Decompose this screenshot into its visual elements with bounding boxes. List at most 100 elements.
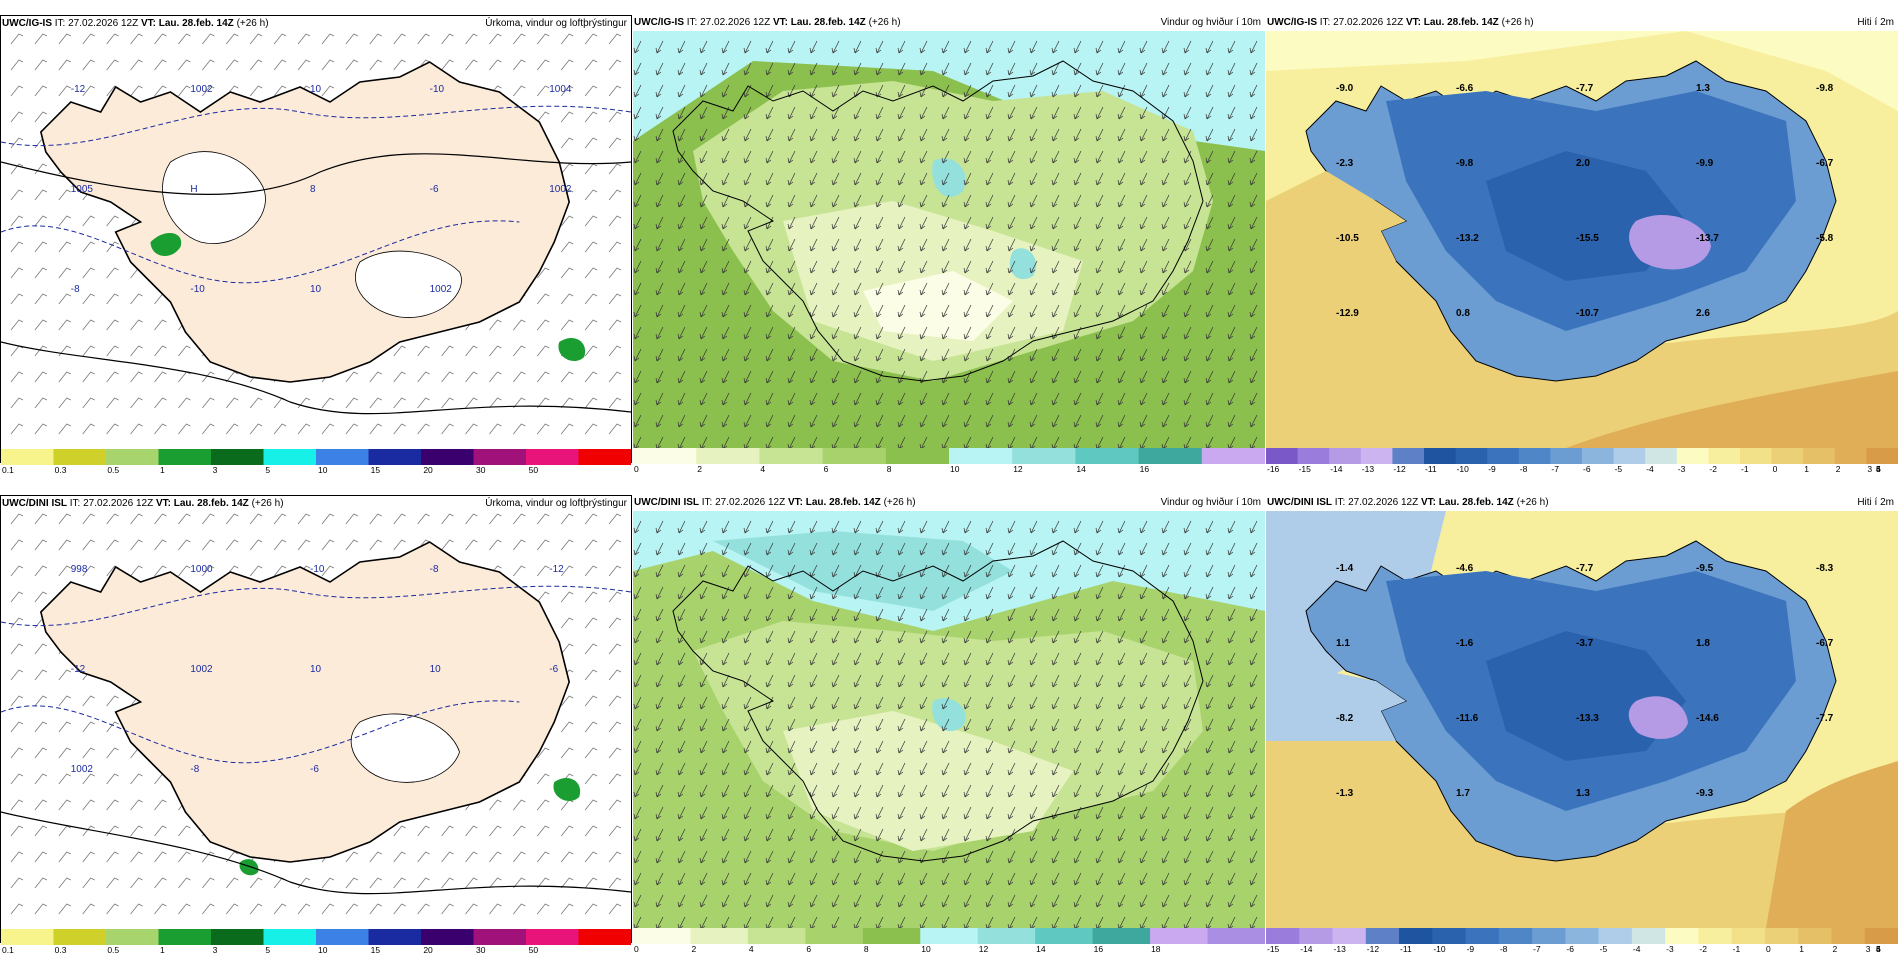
wind-arrow bbox=[655, 282, 664, 296]
wind-arrow bbox=[919, 40, 928, 54]
wind-barb bbox=[130, 319, 143, 331]
map-value-label: -8.3 bbox=[1816, 563, 1834, 574]
wind-arrow bbox=[1183, 326, 1192, 340]
wind-arrow bbox=[633, 348, 642, 362]
map-value-label: -12 bbox=[549, 564, 564, 575]
colorbar-tick-label: 2 bbox=[1832, 944, 1838, 954]
wind-barb bbox=[560, 747, 574, 759]
wind-arrow bbox=[1051, 414, 1060, 428]
wind-barb bbox=[465, 33, 478, 45]
wind-barb bbox=[584, 669, 598, 681]
wind-arrow bbox=[1139, 696, 1148, 710]
wind-barb bbox=[608, 773, 622, 785]
wind-arrow bbox=[1183, 40, 1192, 54]
wind-arrow bbox=[721, 150, 730, 164]
wind-barb bbox=[513, 799, 526, 811]
wind-arrow bbox=[831, 436, 840, 448]
wind-arrow bbox=[897, 194, 906, 208]
wind-arrow bbox=[655, 436, 664, 448]
wind-arrow bbox=[1227, 106, 1236, 120]
wind-arrow bbox=[875, 828, 884, 842]
wind-barb bbox=[608, 111, 622, 123]
wind-arrow bbox=[1139, 414, 1148, 428]
wind-arrow bbox=[1073, 304, 1082, 318]
wind-barb bbox=[584, 59, 598, 71]
wind-arrow bbox=[809, 172, 818, 186]
wind-barb bbox=[58, 371, 71, 383]
wind-arrow bbox=[1073, 414, 1082, 428]
wind-arrow bbox=[1227, 542, 1236, 556]
wind-barb bbox=[560, 111, 574, 123]
colorbar-tick-label: 0.5 bbox=[107, 465, 120, 475]
wind-arrow bbox=[1205, 850, 1214, 864]
wind-arrow bbox=[765, 392, 774, 406]
wind-arrow bbox=[1095, 652, 1104, 666]
wind-arrow bbox=[1073, 828, 1082, 842]
wind-arrow bbox=[853, 850, 862, 864]
wind-arrow bbox=[765, 150, 774, 164]
wind-arrow bbox=[1205, 696, 1214, 710]
wind-arrow bbox=[1007, 436, 1016, 448]
wind-arrow bbox=[963, 828, 972, 842]
wind-barb bbox=[178, 33, 191, 45]
init-time: 27.02.2026 12Z bbox=[1348, 497, 1419, 508]
colorbar-tick-label: 14 bbox=[1076, 464, 1086, 474]
wind-arrow bbox=[1095, 128, 1104, 142]
wind-barb bbox=[178, 345, 191, 357]
wind-arrow bbox=[1117, 806, 1126, 820]
wind-arrow bbox=[1139, 850, 1148, 864]
wind-arrow bbox=[1117, 436, 1126, 448]
wind-arrow bbox=[787, 106, 796, 120]
wind-arrow bbox=[677, 520, 686, 534]
map-value-label: -1.3 bbox=[1336, 788, 1354, 799]
wind-arrow bbox=[941, 106, 950, 120]
wind-arrow bbox=[1095, 762, 1104, 776]
wind-arrow bbox=[1227, 414, 1236, 428]
temp-map: -9.0 -6.6 -7.7 1.3 -9.8 -2.3 -9.8 2.0 -9.9 -6.7 -1… bbox=[1266, 31, 1898, 448]
wind-arrow bbox=[831, 260, 840, 274]
wind-arrow bbox=[743, 872, 752, 886]
wind-arrow bbox=[963, 630, 972, 644]
map-value-label: 2.6 bbox=[1696, 308, 1710, 319]
wind-arrow bbox=[1227, 370, 1236, 384]
map-value-label: -13.7 bbox=[1696, 233, 1719, 244]
wind-arrow bbox=[787, 806, 796, 820]
wind-arrow bbox=[1227, 84, 1236, 98]
wind-arrow bbox=[875, 850, 884, 864]
wind-arrow bbox=[1161, 304, 1170, 318]
wind-arrow bbox=[765, 282, 774, 296]
wind-arrow bbox=[1249, 872, 1258, 886]
wind-arrow bbox=[875, 172, 884, 186]
wind-arrow bbox=[919, 718, 928, 732]
wind-arrow bbox=[1183, 828, 1192, 842]
wind-barb bbox=[369, 851, 382, 863]
wind-barb bbox=[345, 851, 359, 863]
wind-arrow bbox=[743, 630, 752, 644]
colorbar-swatch bbox=[1550, 448, 1583, 464]
wind-arrow bbox=[1095, 216, 1104, 230]
colorbar-swatch bbox=[1803, 448, 1836, 464]
colorbar-swatch bbox=[1035, 928, 1094, 944]
wind-arrow bbox=[1095, 392, 1104, 406]
wind-arrow bbox=[677, 872, 686, 886]
wind-arrow bbox=[1161, 762, 1170, 776]
wind-arrow bbox=[787, 916, 796, 928]
wind-arrow bbox=[1007, 520, 1016, 534]
wind-barb bbox=[273, 85, 287, 97]
wind-arrow bbox=[787, 850, 796, 864]
wind-arrow bbox=[1249, 172, 1258, 186]
wind-arrow bbox=[831, 542, 840, 556]
wind-arrow bbox=[677, 348, 686, 362]
wind-barb bbox=[249, 565, 263, 577]
wind-arrow bbox=[1095, 436, 1104, 448]
wind-barb bbox=[441, 59, 454, 71]
wind-barb bbox=[584, 85, 598, 97]
wind-arrow bbox=[941, 282, 950, 296]
wind-arrow bbox=[699, 696, 708, 710]
wind-arrow bbox=[875, 586, 884, 600]
wind-barb bbox=[584, 513, 598, 525]
colorbar-tick-label: 30 bbox=[476, 465, 486, 475]
wind-arrow bbox=[721, 652, 730, 666]
wind-arrow bbox=[897, 260, 906, 274]
wind-arrow bbox=[919, 260, 928, 274]
